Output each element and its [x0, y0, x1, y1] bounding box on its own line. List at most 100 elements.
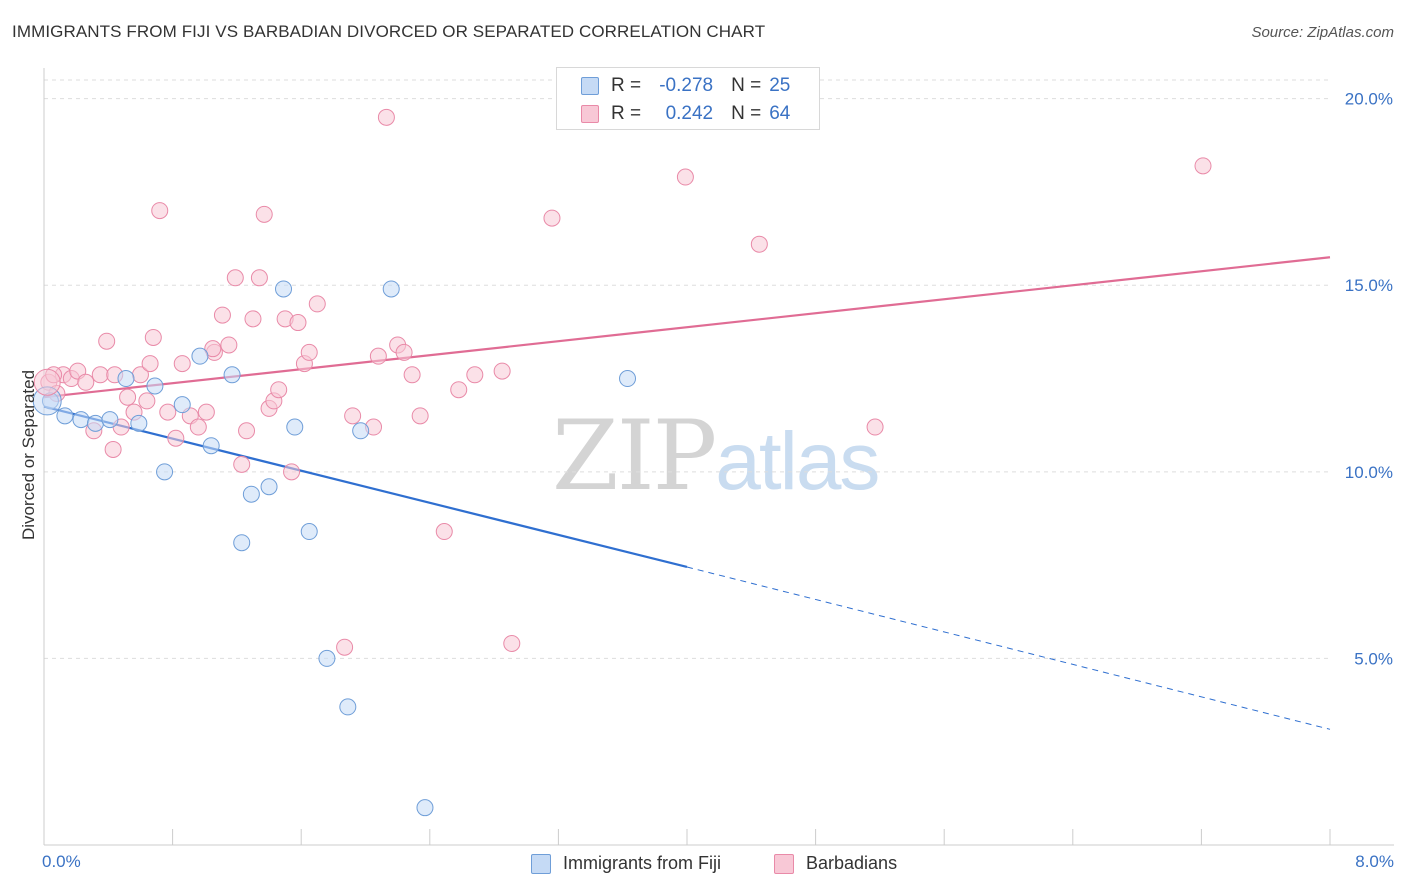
r-value: -0.278 — [659, 75, 714, 96]
barbadians-point — [300, 343, 318, 361]
axes — [43, 68, 1394, 846]
barbadians-point — [104, 440, 122, 458]
source-label: Source: ZipAtlas.com — [1251, 24, 1394, 41]
barbadians-point — [77, 373, 95, 391]
barbadians-point — [159, 403, 177, 421]
legend-row-barbadians: R = 0.242 N = 64 — [581, 101, 790, 127]
fiji-swatch-icon — [531, 853, 551, 874]
barbadians-point — [151, 202, 169, 220]
barbadians-point — [204, 340, 222, 358]
barbadians-point — [369, 347, 387, 365]
fiji-point — [260, 478, 278, 496]
n-label: N = — [731, 75, 762, 96]
fiji-point — [416, 799, 434, 817]
r-label: R = — [611, 75, 642, 96]
n-label: N = — [731, 103, 762, 124]
fiji-point — [242, 485, 260, 503]
fiji-point — [56, 407, 74, 425]
y-axis-label: Divorced or Separated — [19, 369, 38, 541]
data-points — [32, 108, 1212, 817]
barbadians-point — [466, 366, 484, 384]
fiji-point — [72, 411, 90, 429]
barbadians-point — [750, 235, 768, 253]
series-legend: Immigrants from Fiji Barbadians — [0, 851, 1406, 877]
barbadians-point — [403, 366, 421, 384]
y-tick-labels: 5.0% 10.0% 15.0% 20.0% — [1345, 90, 1393, 669]
barbadians-point — [226, 269, 244, 287]
fiji-point — [130, 414, 148, 432]
barbadians-point — [98, 332, 116, 350]
fiji-point — [619, 370, 637, 388]
barbadians-point — [543, 209, 561, 227]
fiji-point — [86, 414, 104, 432]
barbadians-point — [377, 108, 395, 126]
fiji-point — [339, 698, 357, 716]
fiji-point — [223, 366, 241, 384]
fiji-point — [300, 523, 318, 541]
legend-item-fiji: Immigrants from Fiji — [531, 853, 721, 874]
fiji-point — [233, 534, 251, 552]
barbadians-point — [450, 381, 468, 399]
fiji-trend-extrapolation — [686, 566, 1331, 730]
barbadians-point — [866, 418, 884, 436]
barbadians-point — [189, 418, 207, 436]
fiji-point — [101, 411, 119, 429]
watermark-zip: ZIP — [552, 400, 717, 512]
n-value: 64 — [769, 103, 791, 124]
barbadians-point — [411, 407, 429, 425]
x-tick-max: 8.0% — [1355, 852, 1394, 871]
barbadians-point — [220, 336, 238, 354]
barbadians-point — [144, 328, 162, 346]
fiji-point — [286, 418, 304, 436]
chart-title: IMMIGRANTS FROM FIJI VS BARBADIAN DIVORC… — [12, 22, 766, 41]
watermark: ZIPatlas — [552, 400, 880, 512]
fiji-point — [173, 396, 191, 414]
legend-label-fiji: Immigrants from Fiji — [563, 853, 722, 873]
fiji-point — [146, 377, 164, 395]
legend-row-fiji: R = -0.278 N = 25 — [581, 73, 790, 99]
barbadians-point — [676, 168, 694, 186]
r-value: 0.242 — [665, 103, 714, 124]
fiji-point — [382, 280, 400, 298]
barbadians-point — [308, 295, 326, 313]
barbadians-point — [283, 463, 301, 481]
fiji-point — [352, 422, 370, 440]
barbadians-point — [289, 314, 307, 332]
barbadians-point — [250, 269, 268, 287]
fiji-point — [156, 463, 174, 481]
barbadians-trend-line — [43, 256, 1331, 399]
barbadians-point — [141, 355, 159, 373]
barbadians-point — [138, 392, 156, 410]
fiji-swatch-icon — [581, 77, 599, 95]
barbadians-point — [255, 205, 273, 223]
barbadians-point — [435, 523, 453, 541]
barbadians-swatch-icon — [774, 853, 794, 874]
y-tick-label: 10.0% — [1345, 463, 1393, 482]
barbadians-point — [213, 306, 231, 324]
r-label: R = — [611, 103, 642, 124]
barbadians-point — [1194, 157, 1212, 175]
y-tick-label: 15.0% — [1345, 276, 1393, 295]
barbadians-point — [244, 310, 262, 328]
trend-lines — [43, 256, 1331, 730]
correlation-legend: R = -0.278 N = 25 R = 0.242 N = 64 — [556, 67, 820, 130]
fiji-point — [275, 280, 293, 298]
barbadians-point — [167, 429, 185, 447]
barbadians-point — [91, 366, 109, 384]
y-tick-label: 5.0% — [1354, 649, 1393, 668]
barbadians-swatch-icon — [581, 105, 599, 123]
barbadians-point — [119, 388, 137, 406]
barbadians-point — [395, 343, 413, 361]
fiji-point — [191, 347, 209, 365]
y-tick-label: 20.0% — [1345, 90, 1393, 109]
barbadians-point — [503, 634, 521, 652]
barbadians-point — [344, 407, 362, 425]
barbadians-point — [238, 422, 256, 440]
barbadians-point — [233, 455, 251, 473]
barbadians-point — [336, 638, 354, 656]
barbadians-point — [173, 355, 191, 373]
fiji-point — [318, 649, 336, 667]
legend-label-barbadians: Barbadians — [806, 853, 898, 873]
barbadians-point — [270, 381, 288, 399]
